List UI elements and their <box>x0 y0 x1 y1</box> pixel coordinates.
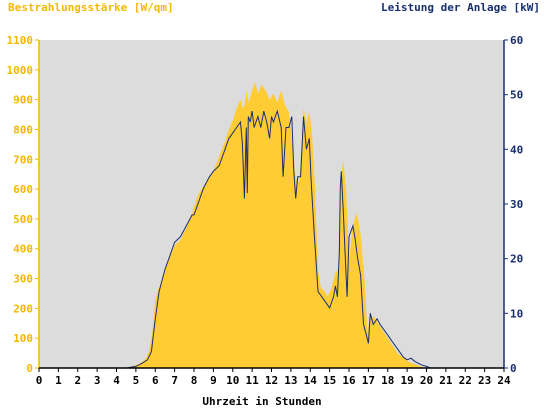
left-tick-label: 400 <box>13 243 33 256</box>
x-tick-label: 21 <box>439 374 453 387</box>
x-axis-title: Uhrzeit in Stunden <box>202 395 321 408</box>
left-ticks: 0 100 200 300 400 500 600 700 800 900 1000 1100 <box>7 34 40 375</box>
left-tick-label: 900 <box>13 94 33 107</box>
x-tick-label: 13 <box>284 374 297 387</box>
x-tick-label: 22 <box>459 374 472 387</box>
left-tick-label: 200 <box>13 302 33 315</box>
left-tick-label: 100 <box>13 332 33 345</box>
left-tick-label: 0 <box>26 362 33 375</box>
x-tick-label: 6 <box>152 374 159 387</box>
right-ticks: 0 10 20 30 40 50 60 <box>504 34 523 375</box>
right-tick-label: 30 <box>510 198 523 211</box>
x-tick-label: 5 <box>133 374 140 387</box>
x-tick-label: 19 <box>401 374 414 387</box>
left-axis-title: Bestrahlungsstärke [W/qm] <box>8 1 174 14</box>
left-tick-label: 300 <box>13 273 33 286</box>
left-tick-label: 1000 <box>7 64 34 77</box>
left-tick-label: 700 <box>13 153 33 166</box>
x-tick-label: 4 <box>113 374 120 387</box>
x-tick-label: 17 <box>362 374 375 387</box>
x-tick-label: 1 <box>55 374 62 387</box>
right-axis-title: Leistung der Anlage [kW] <box>381 1 540 14</box>
x-tick-label: 0 <box>36 374 43 387</box>
x-tick-label: 18 <box>381 374 394 387</box>
right-tick-label: 50 <box>510 89 523 102</box>
left-tick-label: 500 <box>13 213 33 226</box>
x-tick-label: 12 <box>265 374 278 387</box>
x-tick-label: 9 <box>210 374 217 387</box>
right-tick-label: 0 <box>510 362 517 375</box>
x-tick-label: 3 <box>94 374 101 387</box>
x-tick-label: 10 <box>226 374 239 387</box>
right-tick-label: 40 <box>510 143 523 156</box>
x-tick-label: 24 <box>497 374 511 387</box>
x-tick-label: 2 <box>74 374 81 387</box>
x-tick-label: 23 <box>478 374 491 387</box>
right-tick-label: 20 <box>510 253 523 266</box>
left-tick-label: 600 <box>13 183 33 196</box>
x-tick-label: 15 <box>323 374 336 387</box>
x-tick-label: 16 <box>342 374 356 387</box>
left-tick-label: 1100 <box>7 34 34 47</box>
x-tick-label: 20 <box>420 374 433 387</box>
right-tick-label: 10 <box>510 307 523 320</box>
x-tick-label: 11 <box>246 374 260 387</box>
x-tick-label: 14 <box>304 374 318 387</box>
right-tick-label: 60 <box>510 34 523 47</box>
left-tick-label: 800 <box>13 123 33 136</box>
x-tick-label: 8 <box>191 374 198 387</box>
x-ticks: 0 1 2 3 4 5 6 7 8 9 10 11 12 13 14 15 16 17 18 19 20 21 22 23 24 <box>36 368 511 387</box>
x-tick-label: 7 <box>171 374 178 387</box>
